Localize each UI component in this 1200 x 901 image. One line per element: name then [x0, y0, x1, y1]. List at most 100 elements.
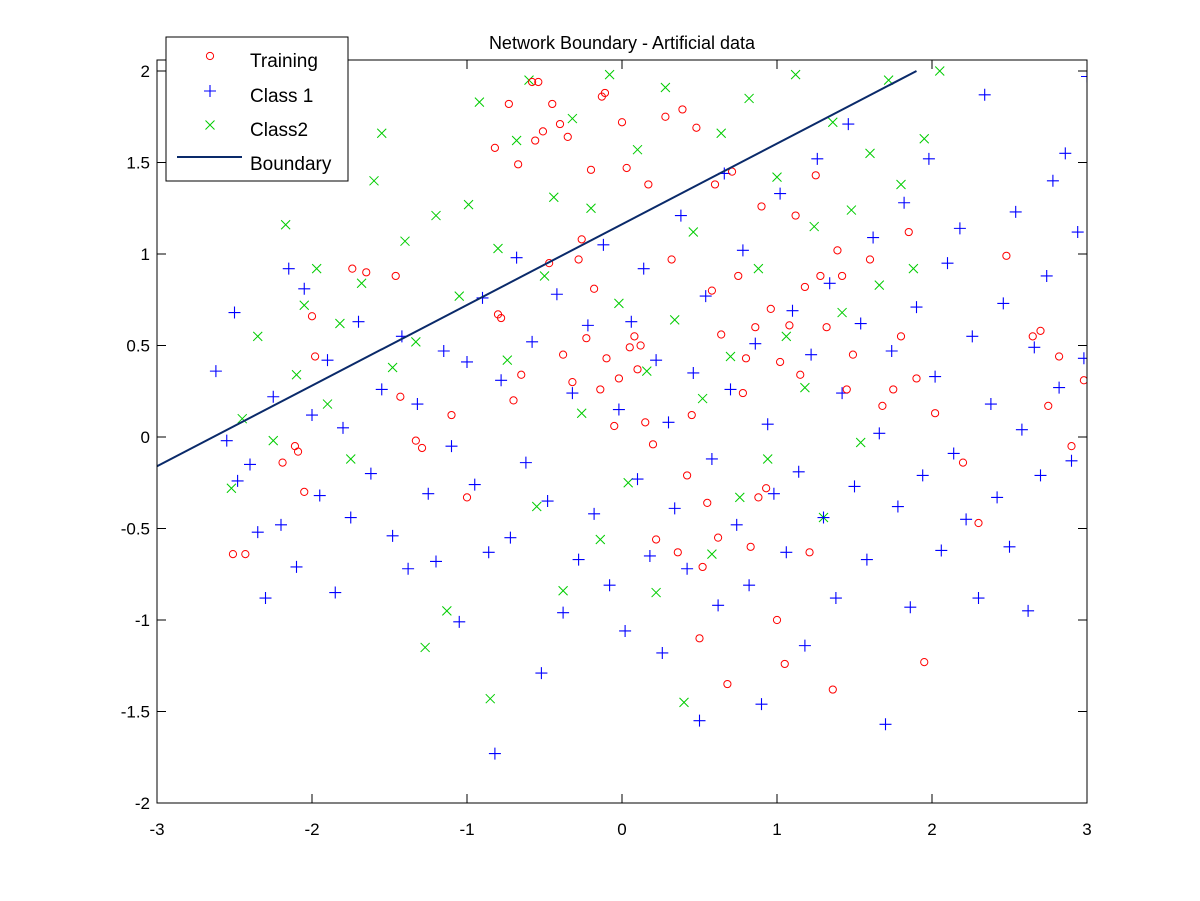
- training-point: [517, 370, 526, 379]
- class1-point: [445, 440, 458, 453]
- class1-point: [879, 718, 892, 731]
- class2-point: [790, 69, 801, 80]
- training-point: [528, 77, 537, 87]
- training-point: [896, 332, 906, 341]
- training-point: [311, 352, 320, 361]
- training-point: [717, 330, 726, 339]
- class2-point: [369, 175, 379, 186]
- class2-point: [716, 128, 727, 139]
- training-point: [641, 418, 650, 427]
- class1-point: [867, 231, 880, 244]
- class2-point: [908, 263, 919, 274]
- training-point: [596, 385, 605, 394]
- class1-point: [749, 337, 762, 350]
- training-point: [625, 343, 634, 352]
- class1-point: [290, 560, 303, 573]
- class1-point: [1059, 147, 1072, 160]
- class2-point: [632, 144, 643, 155]
- class1-point: [922, 152, 935, 165]
- chart-title: Network Boundary - Artificial data: [489, 33, 756, 53]
- class1-point: [488, 747, 501, 760]
- class1-point: [504, 531, 517, 544]
- training-point: [1036, 326, 1045, 335]
- class1-point: [612, 403, 625, 416]
- training-point: [661, 112, 670, 121]
- class1-point: [687, 366, 700, 379]
- class1-point: [1081, 70, 1087, 83]
- training-point: [610, 421, 619, 431]
- class1-point: [306, 409, 318, 422]
- training-point: [695, 634, 704, 643]
- class1-point: [650, 354, 663, 367]
- class1-point: [935, 544, 948, 557]
- class1-point: [953, 222, 966, 235]
- class1-point: [805, 348, 818, 361]
- class2-point: [291, 369, 302, 380]
- training-point: [816, 271, 825, 281]
- training-point: [805, 548, 814, 557]
- class2-point: [531, 501, 542, 512]
- training-point: [622, 163, 631, 173]
- training-point: [586, 165, 596, 174]
- class1-point: [352, 315, 365, 328]
- training-point: [1079, 376, 1087, 385]
- class1-point: [743, 579, 756, 592]
- class2-point: [641, 366, 652, 376]
- training-point: [734, 271, 743, 281]
- training-point: [531, 136, 540, 145]
- class2-point: [299, 300, 310, 311]
- class2-point: [679, 697, 689, 708]
- class1-point: [873, 427, 886, 440]
- y-tick-label: 1.5: [126, 154, 150, 173]
- training-point: [574, 255, 583, 264]
- training-point: [811, 171, 820, 180]
- class1-point: [755, 698, 768, 711]
- class1-point: [823, 277, 836, 290]
- y-tick-label: -0.5: [121, 520, 150, 539]
- class2-point: [431, 210, 441, 221]
- class1-point: [916, 469, 929, 482]
- training-point: [614, 374, 624, 383]
- class2-point: [226, 483, 237, 494]
- training-point: [559, 350, 568, 359]
- training-point: [766, 304, 775, 313]
- class1-point: [526, 335, 539, 348]
- y-tick-label: -1: [135, 611, 150, 630]
- class1-point: [767, 487, 780, 500]
- training-point: [534, 77, 543, 87]
- training-point: [667, 255, 676, 264]
- training-point: [602, 354, 611, 363]
- class1-point: [386, 529, 399, 542]
- training-point: [757, 202, 766, 211]
- training-point: [776, 357, 785, 367]
- class1-point: [761, 418, 774, 431]
- training-point: [590, 284, 599, 293]
- class1-point: [550, 288, 563, 301]
- training-point: [800, 282, 810, 292]
- legend-entry: Class2: [205, 120, 308, 141]
- legend-swatch-class2: [205, 120, 215, 130]
- class1-point: [997, 297, 1010, 310]
- class2-point: [595, 534, 606, 545]
- class2-point: [502, 355, 513, 365]
- class1-point: [674, 209, 687, 222]
- legend-entry: Boundary: [177, 154, 332, 175]
- class2-point: [420, 642, 431, 653]
- class1-point: [275, 518, 287, 531]
- class1-point: [581, 319, 594, 332]
- x-tick-label: 1: [772, 820, 781, 839]
- class1-point: [978, 88, 991, 101]
- x-tick-label: -3: [149, 820, 164, 839]
- class1-point: [662, 416, 675, 429]
- training-point: [828, 685, 837, 694]
- training-point: [707, 286, 717, 295]
- training-point: [865, 255, 875, 264]
- class1-point: [228, 306, 241, 319]
- training-point: [958, 458, 968, 467]
- training-point: [563, 132, 572, 141]
- class1-point: [495, 374, 508, 387]
- class2-point: [688, 227, 699, 237]
- training-point: [417, 443, 427, 453]
- class1-point: [898, 196, 911, 209]
- class1-point: [588, 507, 601, 520]
